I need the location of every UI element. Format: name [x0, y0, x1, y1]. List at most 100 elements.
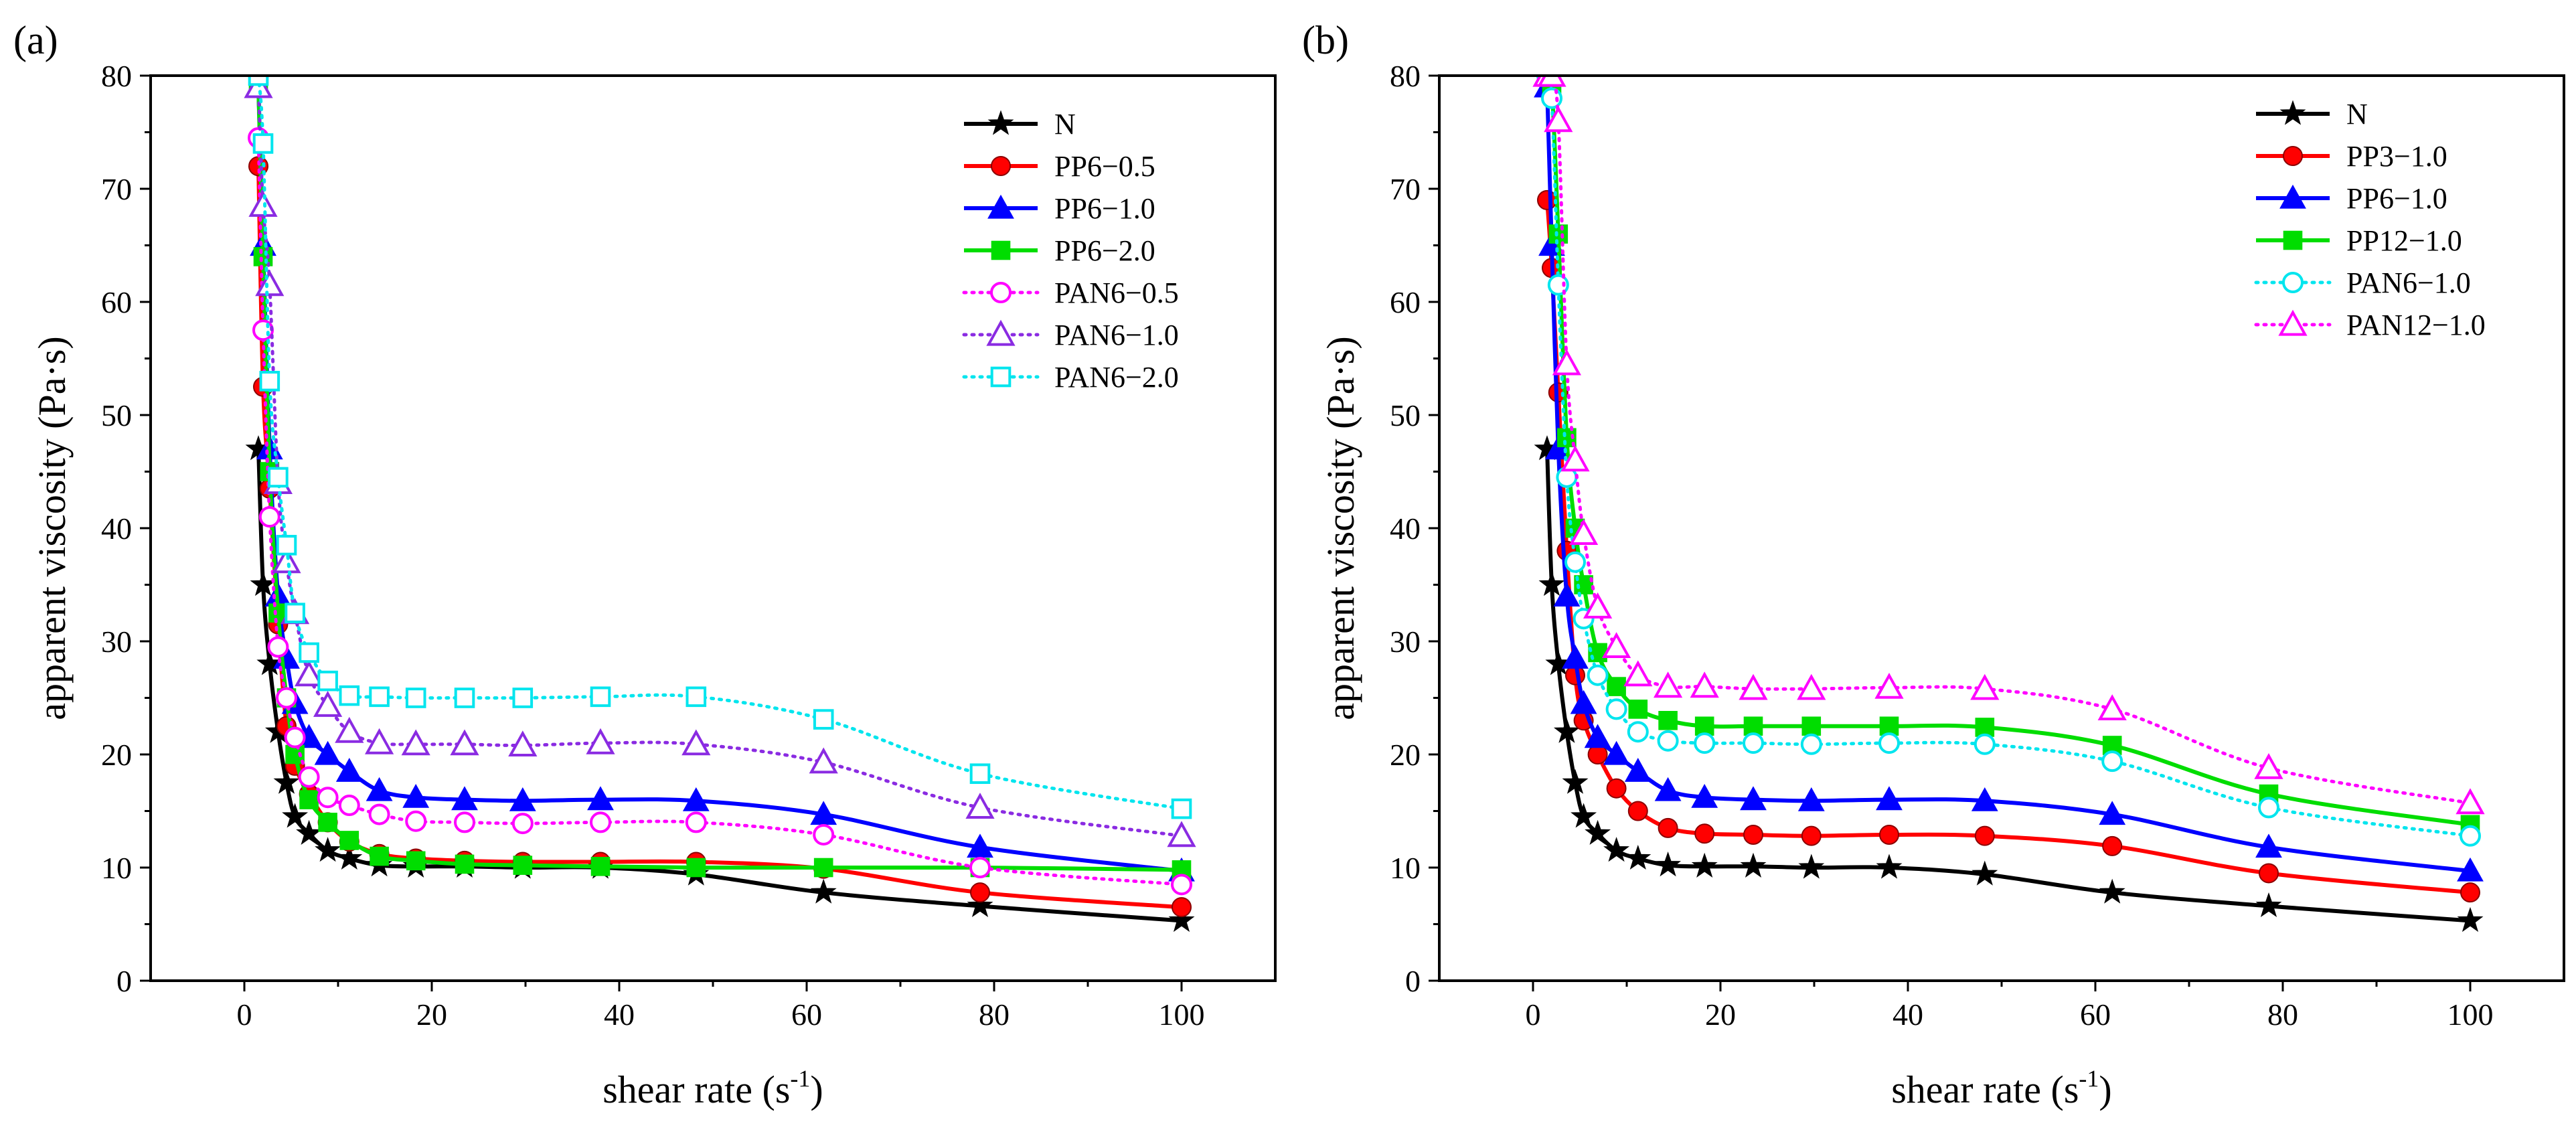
data-point-pp3-1-0 — [1743, 824, 1763, 845]
data-point-n — [1603, 837, 1630, 862]
series-pan6-0-5 — [248, 127, 1192, 896]
data-point-pp3-1-0 — [1801, 825, 1822, 846]
series-line-pan6-2-0 — [256, 76, 1184, 811]
y-tick-label: 50 — [1390, 398, 1421, 432]
data-point-pp6-1-0 — [1971, 787, 1998, 811]
data-point-pan6-1-0 — [401, 729, 430, 756]
y-tick-label: 60 — [101, 285, 132, 319]
data-point-pan6-1-0 — [809, 747, 838, 774]
data-point-n — [296, 819, 323, 845]
x-tick-label: 40 — [1893, 997, 1923, 1032]
data-point-pan6-0-5 — [813, 823, 835, 845]
data-point-pan6-0-5 — [338, 795, 360, 817]
y-tick-label: 50 — [101, 398, 132, 432]
y-axis-title: apparent viscosity (Pa·s) — [30, 336, 74, 720]
x-tick-label: 80 — [979, 997, 1010, 1032]
series-pan6-1-0 — [244, 76, 1196, 847]
data-point-pp6-2-0 — [406, 851, 426, 871]
legend-marker — [2282, 272, 2304, 293]
data-point-pp6-1-0 — [587, 786, 614, 811]
legend-label: PP3−1.0 — [2346, 140, 2447, 173]
x-axis-title-superscript: -1 — [790, 1065, 810, 1092]
data-point-n — [2099, 878, 2125, 904]
series-line-pp6-1-0 — [256, 86, 1182, 874]
data-point-pan12-1-0 — [1601, 632, 1631, 658]
data-point-n — [250, 570, 276, 596]
data-point-pan6-1-0 — [450, 729, 479, 756]
legend-item-pan6-0-5: PAN6−0.5 — [962, 276, 1179, 309]
data-point-pp6-1-0 — [1562, 645, 1589, 669]
series-line-pp3-1-0 — [1545, 199, 2471, 895]
series-pp12-1-0 — [1537, 76, 2480, 835]
data-point-pan6-2-0 — [252, 133, 274, 154]
data-point-pan12-1-0 — [1797, 673, 1826, 700]
data-point-pan6-2-0 — [259, 371, 280, 392]
data-point-pan6-2-0 — [317, 670, 338, 692]
series-line-pan12-1-0 — [1545, 76, 2472, 805]
data-point-pan6-2-0 — [268, 467, 289, 488]
data-point-n — [336, 844, 363, 870]
legend-label: PAN12−1.0 — [2346, 309, 2486, 341]
data-point-pp12-1-0 — [1548, 224, 1568, 244]
data-point-pp12-1-0 — [1628, 700, 1648, 719]
data-point-pan6-1-0 — [586, 728, 615, 754]
legend-item-pan12-1-0: PAN12−1.0 — [2254, 309, 2486, 341]
data-point-pan6-1-0 — [1587, 664, 1609, 686]
data-point-pp6-1-0 — [314, 740, 341, 765]
x-axis-title-superscript: -1 — [2079, 1065, 2099, 1092]
legend-marker — [2283, 146, 2303, 166]
data-point-pan6-1-0 — [248, 191, 278, 217]
x-axis-title-main: shear rate (s — [1891, 1068, 2079, 1111]
x-tick-label: 100 — [1159, 997, 1205, 1032]
x-axis-title-close: ) — [810, 1068, 823, 1111]
data-point-pp6-1-0 — [1553, 582, 1581, 607]
legend-item-pp6-1-0: PP6−1.0 — [964, 192, 1155, 225]
data-point-pp6-2-0 — [370, 846, 389, 866]
data-point-pan12-1-0 — [2456, 788, 2485, 815]
data-point-pan6-1-0 — [1694, 732, 1716, 754]
series-line-pan6-1-0 — [256, 85, 1184, 838]
y-tick-label: 10 — [101, 851, 132, 885]
legend-label: N — [2346, 98, 2368, 131]
y-tick-label: 80 — [101, 59, 132, 93]
data-point-pp3-1-0 — [1879, 824, 1899, 845]
data-point-pp12-1-0 — [1658, 711, 1678, 730]
data-point-pan6-0-5 — [258, 506, 280, 528]
data-point-pan6-1-0 — [313, 690, 343, 717]
data-point-pan6-1-0 — [1564, 551, 1586, 573]
y-tick-label: 40 — [1390, 511, 1421, 546]
data-point-pan6-1-0 — [2101, 750, 2123, 773]
data-point-n — [273, 769, 300, 794]
x-tick-label: 40 — [604, 997, 635, 1032]
data-point-n — [1168, 906, 1195, 933]
data-point-pan6-0-5 — [276, 687, 297, 709]
panel-label: (a) — [13, 18, 58, 62]
data-point-pan6-0-5 — [454, 811, 475, 833]
data-point-pp6-2-0 — [318, 813, 337, 832]
data-point-n — [1625, 844, 1652, 870]
x-axis-title: shear rate (s-1) — [1891, 1065, 2112, 1111]
data-point-pp3-1-0 — [2460, 882, 2480, 903]
data-point-pp12-1-0 — [1607, 677, 1626, 696]
series-line-n — [1545, 449, 2471, 923]
series-pp6-1-0 — [245, 76, 1195, 882]
data-point-n — [1876, 854, 1903, 879]
data-point-pp12-1-0 — [1694, 716, 1714, 736]
data-point-pan12-1-0 — [1690, 671, 1719, 698]
plot-frame — [1438, 74, 2565, 982]
data-point-pan12-1-0 — [2097, 694, 2127, 720]
data-point-pp6-1-0 — [335, 758, 363, 782]
legend-label: PP6−1.0 — [2346, 182, 2447, 215]
data-point-pp6-1-0 — [1797, 787, 1825, 811]
data-point-pan6-1-0 — [1878, 732, 1900, 754]
data-point-n — [1562, 769, 1589, 794]
data-point-pan12-1-0 — [1537, 76, 1566, 87]
data-point-pan6-0-5 — [1171, 874, 1192, 896]
series-line-pp12-1-0 — [1545, 76, 2471, 827]
x-tick-label: 60 — [2080, 997, 2111, 1032]
data-point-pp6-2-0 — [299, 790, 319, 809]
series-pan6-2-0 — [248, 76, 1192, 819]
data-point-pan6-2-0 — [1171, 798, 1192, 819]
